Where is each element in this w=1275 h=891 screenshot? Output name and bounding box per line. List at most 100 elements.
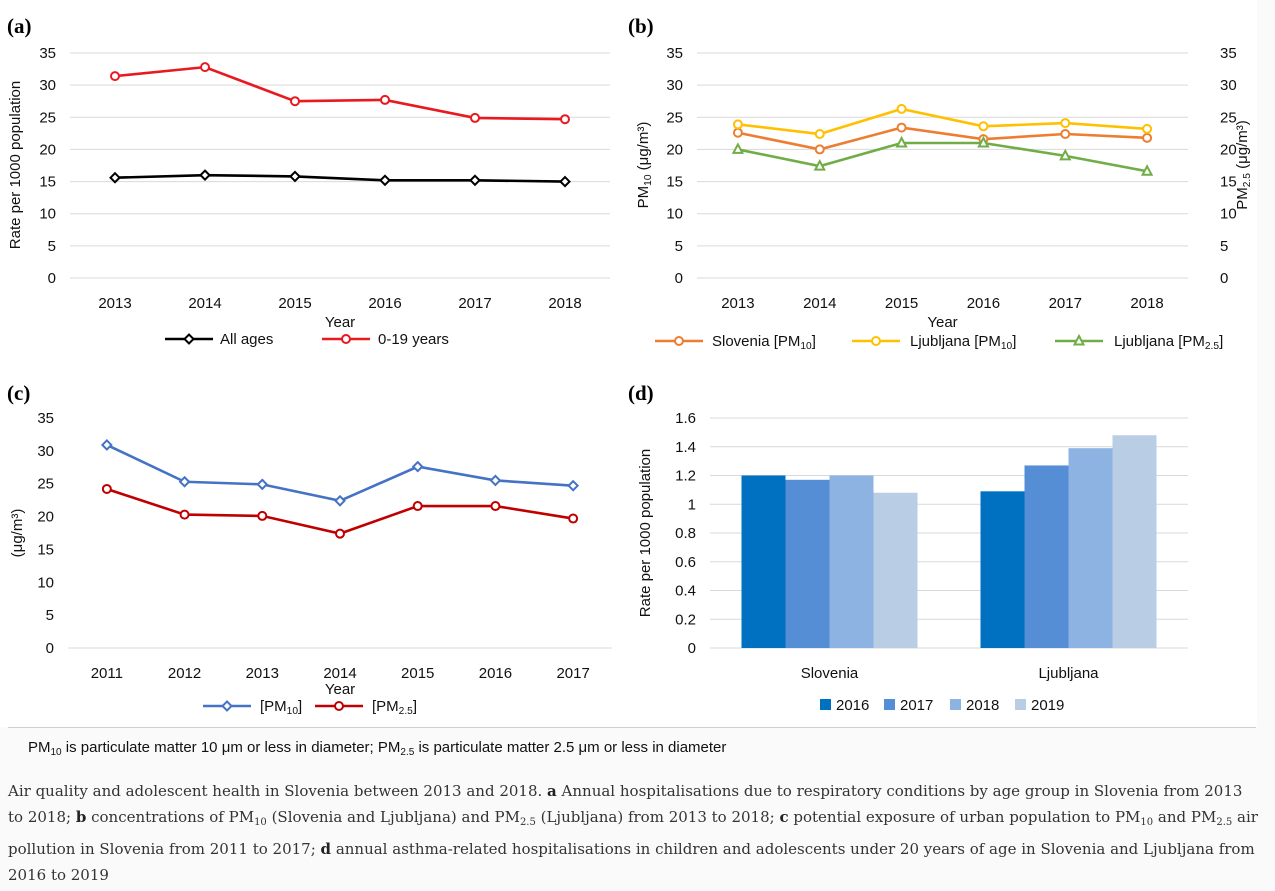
y-tick-label: 1.4 xyxy=(675,439,696,456)
data-point xyxy=(490,501,501,512)
y-tick-label: 30 xyxy=(39,77,56,94)
legend-marker xyxy=(1072,333,1086,346)
x-tick-label: 2013 xyxy=(246,665,279,682)
note-pm25-sub: 2.5 xyxy=(400,747,415,758)
data-point xyxy=(978,121,989,132)
data-point xyxy=(731,142,745,154)
y-axis-title: (μg/m³) xyxy=(9,509,26,558)
legend-label: 2016 xyxy=(836,697,869,714)
bar xyxy=(1024,465,1069,648)
bar xyxy=(785,479,830,648)
legend-label: Slovenia [PM10] xyxy=(712,333,816,352)
data-point xyxy=(289,170,301,183)
caption-label-d: d xyxy=(320,840,332,858)
x-tick-label: 2015 xyxy=(401,665,434,682)
x-tick-label: 2016 xyxy=(368,295,401,312)
y-tick-label: 25 xyxy=(37,476,54,493)
y-tick-label: 20 xyxy=(666,141,683,158)
bar xyxy=(1112,435,1157,648)
y2-tick-label: 10 xyxy=(1220,206,1237,223)
y-tick-label: 5 xyxy=(48,238,56,255)
legend-label: Ljubljana [PM2.5] xyxy=(1114,333,1223,352)
figure-panel: (a) (b) (c) (d) 0 5 10 15 20 25 30 35 2013 2014 20… xyxy=(7,14,1253,717)
data-point xyxy=(412,501,423,512)
caption-label-a: a xyxy=(547,782,557,800)
y2-tick-label: 15 xyxy=(1220,174,1237,191)
note-pm10-text: is particulate matter 10 μm or less in d… xyxy=(61,739,378,756)
y-tick-label: 30 xyxy=(37,443,54,460)
data-point xyxy=(334,494,346,507)
caption-label-c: c xyxy=(779,808,789,826)
series-line xyxy=(114,65,566,121)
y-tick-label: 5 xyxy=(46,607,54,624)
panel-b-letter: (b) xyxy=(628,14,654,38)
x-tick-label: 2013 xyxy=(721,295,754,312)
legend-swatch xyxy=(950,699,961,710)
x-tick-label: 2018 xyxy=(548,295,581,312)
legend-label: 2018 xyxy=(966,697,999,714)
x-tick-label: 2015 xyxy=(278,295,311,312)
legend-label: 0-19 years xyxy=(378,331,449,348)
data-point xyxy=(109,171,121,184)
y-tick-label: 1.2 xyxy=(675,468,696,485)
data-point xyxy=(814,144,825,155)
data-point xyxy=(256,478,269,491)
y-axis-title: Rate per 1000 population xyxy=(7,81,24,249)
y2-tick-label: 25 xyxy=(1220,109,1237,126)
legend-label: Ljubljana [PM10] xyxy=(910,333,1016,352)
x-tick-label: 2017 xyxy=(1049,295,1082,312)
bar xyxy=(980,491,1025,648)
y-tick-label: 30 xyxy=(666,77,683,94)
data-point xyxy=(489,474,502,487)
x-tick-label: 2015 xyxy=(885,295,918,312)
x-tick-label: 2014 xyxy=(323,665,356,682)
legend-marker xyxy=(674,336,684,346)
data-point xyxy=(379,174,391,187)
x-tick-label: 2011 xyxy=(91,665,123,682)
legend-swatch xyxy=(884,699,895,710)
legend-marker xyxy=(871,336,881,346)
x-axis-title: Year xyxy=(325,314,355,331)
y-tick-label: 0 xyxy=(46,640,54,657)
legend-marker xyxy=(341,334,351,344)
data-point xyxy=(110,71,120,82)
caption-text: annual asthma-related hospitalisations i… xyxy=(8,840,1255,884)
caption-sub: 2.5 xyxy=(1216,817,1233,828)
data-point xyxy=(1060,118,1071,129)
data-point xyxy=(977,135,990,148)
x-tick-label: 2018 xyxy=(1130,295,1163,312)
data-point xyxy=(101,483,112,494)
caption-text: air pollution in Slovenia from 2011 to 2… xyxy=(8,808,1258,858)
data-point xyxy=(380,94,390,105)
note-pm10-sub: 10 xyxy=(50,747,62,758)
data-point xyxy=(335,528,345,539)
data-point xyxy=(469,174,481,187)
series-line xyxy=(737,107,1148,136)
y2-tick-label: 20 xyxy=(1220,141,1237,158)
caption-sub: 10 xyxy=(254,817,267,828)
x-tick-label: 2012 xyxy=(168,665,201,682)
bar xyxy=(1068,448,1113,648)
panel-c-letter: (c) xyxy=(7,381,30,405)
legend-marker xyxy=(183,333,195,345)
figure-caption: Air quality and adolescent health in Slo… xyxy=(8,778,1258,888)
data-point xyxy=(178,475,191,488)
y2-tick-label: 0 xyxy=(1220,270,1228,287)
figure-note: PM10 is particulate matter 10 μm or less… xyxy=(28,739,726,758)
series-line xyxy=(737,141,1148,173)
data-point xyxy=(1142,132,1153,143)
y-tick-label: 5 xyxy=(675,238,683,255)
y2-tick-label: 35 xyxy=(1220,45,1237,62)
y-tick-label: 35 xyxy=(39,45,56,62)
x-tick-label: 2017 xyxy=(556,665,589,682)
caption-label-b: b xyxy=(75,808,87,826)
y-tick-label: 0.8 xyxy=(675,525,696,542)
legend-swatch xyxy=(1015,699,1026,710)
data-point xyxy=(813,159,826,171)
y-tick-label: 0.4 xyxy=(675,583,696,600)
data-point xyxy=(100,439,113,451)
legend-swatch xyxy=(820,699,831,710)
series-line xyxy=(114,173,566,183)
y-tick-label: 0 xyxy=(675,270,683,287)
